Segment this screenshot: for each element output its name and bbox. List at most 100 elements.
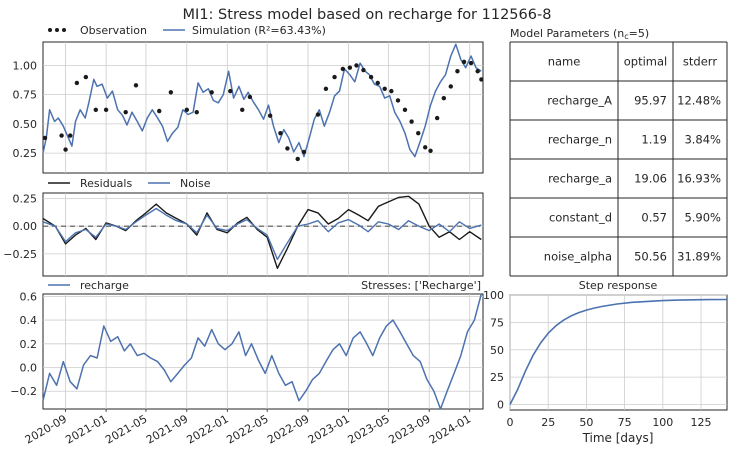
observation-point: [315, 112, 321, 117]
recharge-x-tick-label: 2023-09: [386, 412, 432, 446]
recharge-y-tick-label: 0.2: [20, 338, 38, 351]
recharge-x-tick-label: 2021-01: [63, 412, 109, 446]
observation-point: [184, 107, 189, 113]
observation-point: [468, 60, 474, 66]
step-y-tick-label: 100: [483, 289, 504, 302]
residuals-legend-label: Residuals: [80, 177, 132, 190]
observation-point: [434, 115, 440, 121]
residuals-yaxis: 0.25 0.00 −0.25: [3, 193, 37, 261]
noise-line: [42, 207, 482, 261]
simulation-line: [42, 43, 482, 158]
step-x-tick-label: 75: [618, 416, 632, 429]
figure-title: MI1: Stress model based on recharge for …: [183, 7, 552, 23]
recharge-legend: recharge: [48, 279, 129, 292]
recharge-y-tick-label: 0.4: [20, 314, 38, 327]
table-cell: 1.19: [641, 133, 667, 147]
recharge-x-tick-label: 2021-09: [144, 412, 190, 446]
observation-point: [416, 131, 421, 136]
table-cell: recharge_n: [548, 133, 612, 147]
recharge-grid: [43, 294, 483, 409]
recharge-yaxis: 0.6 0.4 0.2 0.0 −0.2: [10, 290, 37, 398]
observation-point: [228, 88, 233, 94]
recharge-plot-area: [42, 293, 483, 410]
step-x-tick-label: 25: [541, 416, 555, 429]
observation-legend-label: Observation: [80, 24, 147, 37]
main-yaxis: 0.25 0.50 0.75 1.00: [13, 59, 38, 160]
observation-point: [479, 77, 484, 82]
table-cell: noise_alpha: [544, 250, 612, 264]
step-y-tick-label: 0: [497, 399, 504, 412]
step-plot-frame: [509, 294, 728, 411]
recharge-y-tick-label: 0.6: [20, 290, 38, 303]
recharge-y-tick-label: −0.2: [10, 385, 37, 398]
observation-point: [368, 74, 374, 80]
observation-point: [361, 67, 366, 73]
observation-point: [475, 69, 480, 74]
recharge-x-tick-label: 2023-01: [306, 412, 352, 446]
table-cell: 31.89%: [677, 250, 721, 264]
observation-point: [395, 98, 401, 103]
table-cell: 5.90%: [684, 211, 721, 225]
table-header-cell: stderr: [683, 55, 717, 69]
table-header-cell: name: [548, 55, 581, 69]
recharge-x-tick-label: 2021-05: [103, 412, 149, 446]
step-x-tick-label: 125: [691, 416, 712, 429]
recharge-x-tick-label: 2024-01: [427, 412, 473, 446]
observation-point: [209, 90, 214, 95]
residuals-grid: [43, 193, 483, 276]
observation-point: [375, 80, 380, 86]
observation-point: [74, 80, 80, 86]
step-x-tick-label: 100: [652, 416, 673, 429]
observation-point: [68, 133, 73, 138]
observation-point: [354, 63, 359, 68]
observation-point: [428, 148, 433, 153]
observation-point: [409, 119, 414, 124]
residuals-y-tick-label: 0.25: [13, 193, 38, 206]
step-title: Step response: [579, 279, 658, 292]
params-title: Model Parameters (nc=5): [510, 27, 649, 41]
params-table: name optimal stderr recharge_A 95.97 12.48% re…: [509, 41, 728, 277]
step-x-tick-label: 0: [507, 416, 514, 429]
observation-point: [42, 135, 48, 141]
observation-legend-marker: [48, 28, 66, 32]
observation-point: [332, 74, 337, 80]
step-xaxis: 0 25 50 75 100 125: [507, 416, 712, 429]
main-plot-area: [42, 43, 484, 162]
recharge-x-tick-label: 2020-09: [23, 412, 69, 446]
observation-point: [103, 107, 109, 113]
observation-point: [285, 146, 290, 151]
step-grid: [509, 294, 727, 410]
residuals-legend: Residuals Noise: [48, 177, 211, 190]
step-y-tick-label: 75: [490, 316, 504, 329]
observation-point: [157, 108, 162, 114]
recharge-x-tick-label: 2022-09: [265, 412, 311, 446]
observation-point: [340, 66, 346, 72]
recharge-plot-frame: [42, 293, 484, 410]
recharge-x-tick-label: 2022-01: [184, 412, 230, 446]
observation-point: [461, 59, 467, 65]
table-cell: recharge_a: [548, 172, 612, 186]
table-cell: 0.57: [641, 211, 667, 225]
observation-point: [389, 88, 394, 94]
observation-point: [402, 107, 408, 113]
main-y-tick-label: 0.25: [13, 147, 38, 160]
residuals-y-tick-label: 0.00: [13, 220, 38, 233]
stresses-label: Stresses: ['Recharge']: [361, 279, 481, 292]
observation-point: [455, 69, 460, 74]
residuals-plot-frame: [42, 192, 484, 277]
observation-point: [123, 109, 128, 115]
residuals-y-tick-label: −0.25: [3, 248, 37, 261]
main-plot-frame: [42, 41, 484, 174]
table-cell: constant_d: [549, 211, 612, 225]
observation-point: [194, 109, 199, 115]
table-cell: 12.48%: [677, 94, 721, 108]
table-cell: 16.93%: [677, 172, 721, 186]
step-yaxis: 100 75 50 25 0: [483, 289, 504, 412]
table-cell: 19.06: [634, 172, 667, 186]
observation-point: [347, 65, 353, 70]
observation-point: [240, 107, 245, 113]
observation-point: [441, 95, 447, 101]
observation-point: [59, 133, 64, 138]
recharge-y-tick-label: 0.0: [20, 362, 38, 375]
